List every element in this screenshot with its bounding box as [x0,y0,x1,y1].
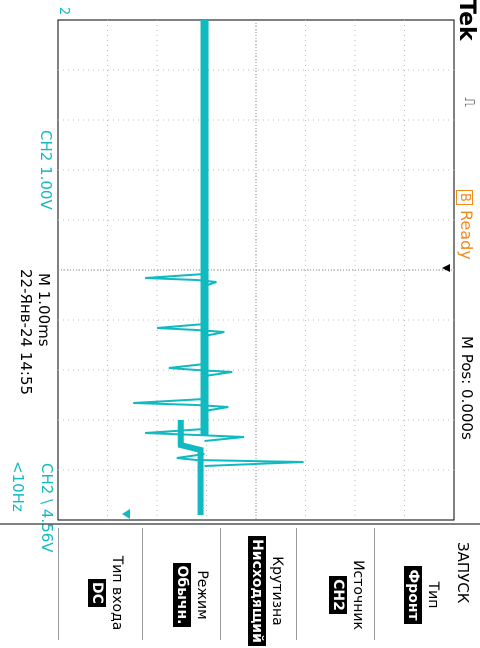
waveform-glitch [176,453,304,467]
menu-item-value: Нисходящий [248,536,266,646]
menu-item-value: Фронт [404,566,422,624]
menu-item-trigger-type[interactable]: Тип Фронт [390,550,441,640]
waveform-glitch [133,398,229,412]
datetime-readout: 22-Янв-24 14:55 [17,269,35,396]
menu-item-slope[interactable]: Крутизна Нисходящий [234,536,285,646]
menu-item-coupling[interactable]: Тип входа DC [74,538,125,648]
waveform-glitch [145,428,245,442]
trigger-level-arrow [122,509,130,519]
trigger-status: B Ready [456,190,476,280]
menu-item-label: Режим [194,570,210,620]
waveform-baseline [200,20,209,435]
horizontal-position-readout: M Pos: 0.000s [458,336,476,440]
waveform-glitch [156,323,225,337]
menu-item-label: Тип входа [109,555,125,631]
menu-item-label: Крутизна [269,556,285,626]
waveform-glitch [145,273,217,287]
menu-separator [220,528,221,640]
trigger-status-text: Ready [457,210,476,260]
menu-separator [142,528,143,640]
menu-separator [58,528,59,640]
waveform-trace [133,20,304,515]
trigger-level-readout: CH2 \ 4.56V [38,463,56,553]
brand-logo: Tek [454,0,479,41]
trigger-position-arrow [442,264,450,272]
menu-item-value: CH2 [329,576,347,614]
menu-item-mode[interactable]: Режим Обычн. [159,545,210,645]
waveform-tail [177,420,204,515]
menu-separator [296,528,297,640]
acquire-waveform-icon: ⎍ [461,97,477,107]
timebase-scale-readout: M 1.00ms [35,273,53,347]
menu-item-label: Тип [425,581,441,609]
channel-scale-readout: CH2 1.00V [37,130,55,210]
menu-item-value: DC [88,579,106,607]
menu-item-source[interactable]: Источник CH2 [315,545,366,645]
graticule-grid [58,20,454,520]
trigger-indicator-badge: B [456,190,473,205]
menu-separator [374,528,375,640]
waveform-glitch [168,363,233,377]
menu-item-label: Источник [350,560,366,630]
channel-marker: 2 [56,6,71,16]
frequency-readout: <10Hz [9,461,27,512]
menu-item-value: Обычн. [173,562,191,628]
menu-title: ЗАПУСК [454,542,472,604]
